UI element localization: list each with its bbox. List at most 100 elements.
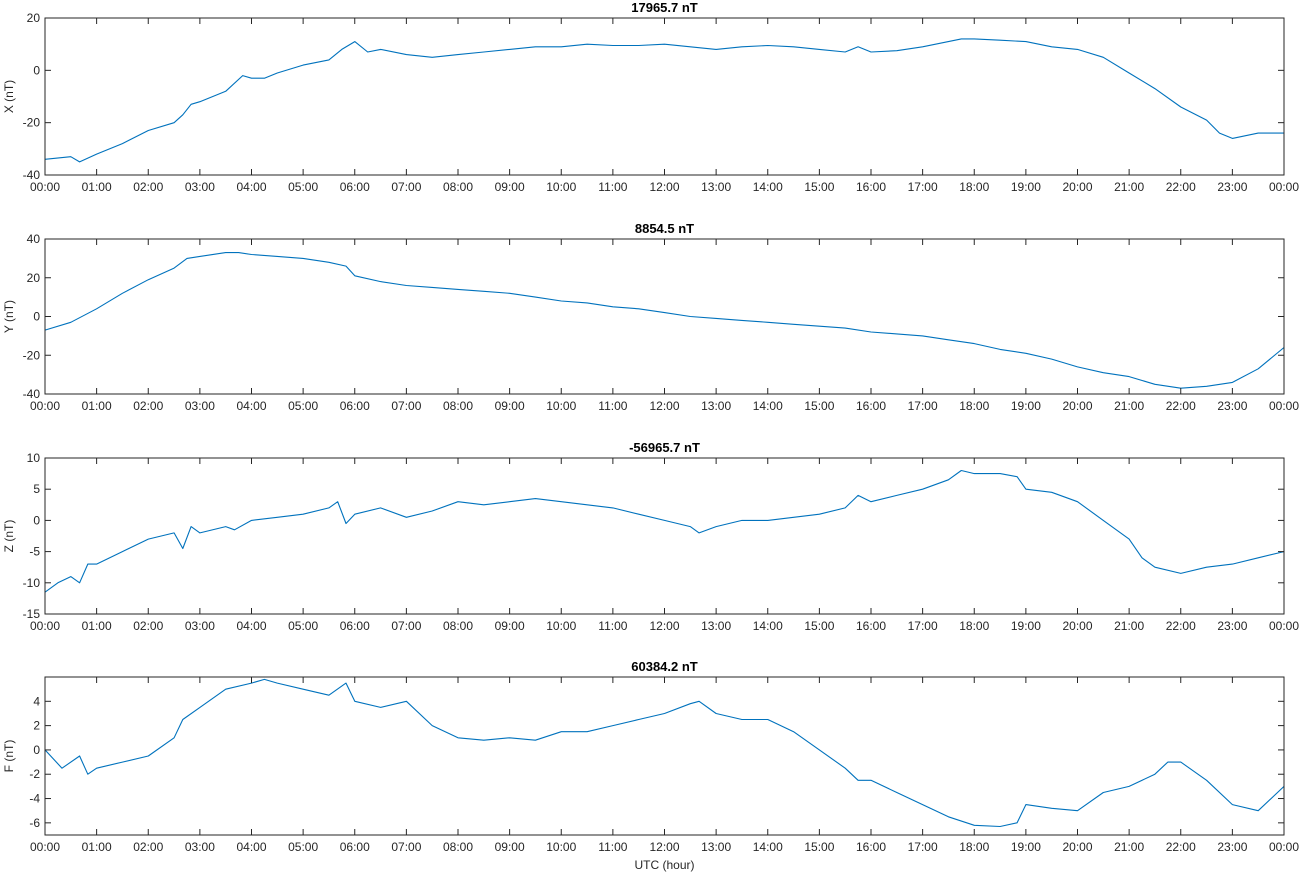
x-tick-label: 12:00 [649,399,679,413]
y-tick-label: -40 [23,387,41,401]
x-tick-label: 23:00 [1217,619,1247,633]
x-tick-label: 15:00 [804,180,834,194]
x-tick-label: 23:00 [1217,840,1247,854]
x-tick-label: 08:00 [443,619,473,633]
chart-panel-4: 00:00 01:00 02:00 03:00 04:00 05:00 06:00 07:00… [2,659,1299,872]
x-tick-label: 01:00 [82,840,112,854]
x-tick-label: 05:00 [288,840,318,854]
x-tick-label: 00:00 [1269,840,1299,854]
x-tick-label: 00:00 [30,619,60,633]
x-tick-label: 15:00 [804,619,834,633]
x-tick-label: 19:00 [1011,399,1041,413]
x-tick-label: 22:00 [1166,399,1196,413]
x-tick-label: 06:00 [340,840,370,854]
plot-frame [44,17,1285,176]
y-tick-label: -2 [29,767,40,781]
x-tick-label: 02:00 [133,180,163,194]
x-tick-label: 04:00 [236,840,266,854]
x-tick-label: 02:00 [133,619,163,633]
x-tick-label: 15:00 [804,399,834,413]
x-tick-label: 08:00 [443,399,473,413]
x-tick-label: 10:00 [546,619,576,633]
x-tick-label: 13:00 [701,840,731,854]
x-tick-label: 04:00 [236,619,266,633]
y-tick-label: 0 [33,513,40,527]
chart-panel-2: 00:00 01:00 02:00 03:00 04:00 05:00 06:00 07:00… [2,221,1299,413]
x-tick-label: 19:00 [1011,840,1041,854]
x-tick-label: 03:00 [185,840,215,854]
x-tick-label: 21:00 [1114,399,1144,413]
x-tick-label: 13:00 [701,180,731,194]
x-tick-label: 14:00 [753,180,783,194]
x-tick-label: 12:00 [649,619,679,633]
x-tick-label: 19:00 [1011,619,1041,633]
plot-frame [44,676,1285,836]
x-tick-label: 02:00 [133,840,163,854]
x-tick-label: 01:00 [82,180,112,194]
chart-title: -56965.7 nT [629,440,700,455]
x-tick-label: 20:00 [1062,180,1092,194]
y-axis-label: X (nT) [2,80,16,113]
y-tick-label: -10 [23,576,41,590]
x-tick-label: 07:00 [391,840,421,854]
y-tick-label: 5 [33,482,40,496]
x-tick-label: 14:00 [753,399,783,413]
y-tick-label: 4 [33,694,40,708]
x-tick-label: 11:00 [598,619,627,633]
x-tick-label: 07:00 [391,399,421,413]
y-tick-label: 10 [27,451,41,465]
x-tick-label: 17:00 [908,399,938,413]
x-tick-label: 18:00 [959,619,989,633]
x-tick-label: 09:00 [495,840,525,854]
x-tick-label: 05:00 [288,399,318,413]
x-tick-label: 17:00 [908,619,938,633]
y-tick-label: -20 [23,116,41,130]
x-tick-label: 17:00 [908,180,938,194]
x-tick-label: 21:00 [1114,180,1144,194]
x-tick-label: 22:00 [1166,840,1196,854]
y-axis-label: F (nT) [2,740,16,773]
x-tick-label: 04:00 [236,180,266,194]
y-tick-label: -15 [23,607,41,621]
x-tick-label: 03:00 [185,399,215,413]
x-tick-label: 01:00 [82,399,112,413]
x-tick-label: 00:00 [30,180,60,194]
x-tick-label: 13:00 [701,619,731,633]
plot-frame [44,457,1285,615]
x-tick-label: 18:00 [959,399,989,413]
x-tick-label: 09:00 [495,619,525,633]
series-line-2 [44,252,1285,389]
x-tick-label: 00:00 [1269,180,1299,194]
x-axis-label: UTC (hour) [634,858,694,872]
x-tick-label: 09:00 [495,180,525,194]
x-tick-label: 16:00 [856,180,886,194]
x-tick-label: 19:00 [1011,180,1041,194]
x-tick-label: 03:00 [185,180,215,194]
series-line-4 [44,678,1285,828]
x-tick-label: 02:00 [133,399,163,413]
y-tick-label: 2 [33,719,40,733]
y-tick-label: 0 [33,310,40,324]
x-tick-label: 06:00 [340,619,370,633]
series-line-3 [44,469,1285,593]
x-tick-label: 13:00 [701,399,731,413]
chart-title: 60384.2 nT [631,659,698,674]
y-tick-label: 0 [33,63,40,77]
y-tick-label: -4 [29,792,40,806]
x-tick-label: 16:00 [856,840,886,854]
x-tick-label: 07:00 [391,619,421,633]
x-tick-label: 10:00 [546,399,576,413]
x-tick-label: 05:00 [288,180,318,194]
chart-panel-1: 00:00 01:00 02:00 03:00 04:00 05:00 06:00 07:00… [2,0,1299,194]
x-tick-label: 20:00 [1062,840,1092,854]
chart-panel-3: 00:00 01:00 02:00 03:00 04:00 05:00 06:00 07:00… [2,440,1299,633]
x-tick-label: 00:00 [1269,399,1299,413]
x-tick-label: 10:00 [546,840,576,854]
x-tick-label: 16:00 [856,399,886,413]
series-line-1 [44,38,1284,163]
y-tick-label: -6 [29,816,40,830]
x-tick-label: 12:00 [649,840,679,854]
x-tick-label: 17:00 [908,840,938,854]
x-tick-label: 08:00 [443,180,473,194]
y-axis-label: Y (nT) [2,300,16,333]
